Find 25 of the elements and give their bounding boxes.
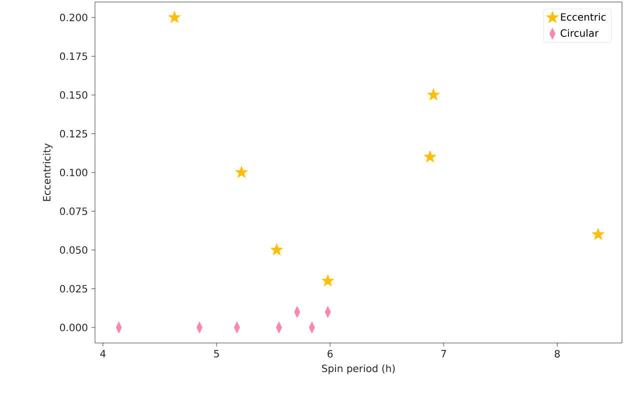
x-axis-title: Spin period (h) — [322, 364, 395, 374]
y-tick-label: 0.125 — [60, 130, 88, 138]
point — [236, 166, 248, 178]
y-tick-label: 0.100 — [60, 168, 88, 176]
legend-label: Circular — [560, 29, 599, 37]
y-tick-label: 0.200 — [60, 14, 88, 22]
y-tick-label: 0.075 — [60, 207, 88, 216]
y-tick-label: 0.050 — [60, 246, 88, 254]
x-tick-label: 4 — [100, 350, 106, 358]
point — [427, 88, 440, 100]
y-tick-label: 0.025 — [60, 284, 88, 293]
point — [168, 11, 181, 23]
legend-label: Eccentric — [561, 13, 606, 21]
y-tick-label: 0.000 — [60, 324, 88, 332]
point — [592, 228, 604, 240]
x-tick-label: 6 — [328, 350, 333, 358]
point — [424, 150, 436, 162]
x-tick-label: 7 — [441, 350, 446, 358]
y-tick-label: 0.175 — [60, 52, 88, 60]
x-tick-label: 8 — [554, 350, 560, 358]
y-tick-label: 0.150 — [60, 91, 88, 99]
point — [270, 244, 283, 256]
x-tick-label: 5 — [214, 350, 219, 358]
point — [322, 274, 334, 286]
y-axis-title: Eccentricity — [42, 143, 52, 201]
